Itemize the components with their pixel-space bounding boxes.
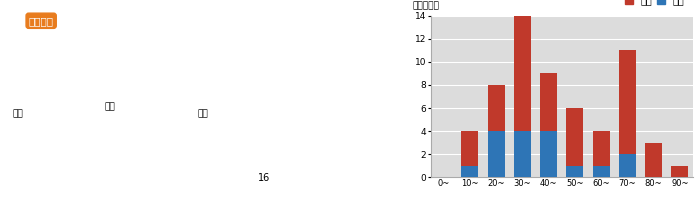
Text: 腸骨: 腸骨 xyxy=(13,110,23,119)
Text: 16: 16 xyxy=(258,173,270,183)
Bar xyxy=(566,166,583,177)
Text: 腸骨: 腸骨 xyxy=(197,110,208,119)
Bar xyxy=(514,131,531,177)
Bar xyxy=(619,50,636,154)
Bar xyxy=(514,0,531,131)
Bar xyxy=(566,108,583,166)
Bar xyxy=(671,166,688,177)
Bar xyxy=(593,166,610,177)
Text: （患者数）: （患者数） xyxy=(412,1,439,10)
Bar xyxy=(593,131,610,166)
Legend: 女性, 男性: 女性, 男性 xyxy=(621,0,688,9)
Bar xyxy=(461,166,478,177)
Text: 仙骨: 仙骨 xyxy=(105,102,116,111)
Bar xyxy=(488,85,505,131)
Bar xyxy=(540,131,557,177)
Bar xyxy=(540,73,557,131)
Text: 仙腸関節: 仙腸関節 xyxy=(29,16,54,26)
Bar xyxy=(461,131,478,166)
Bar xyxy=(619,154,636,177)
Bar xyxy=(645,143,662,177)
Bar xyxy=(488,131,505,177)
